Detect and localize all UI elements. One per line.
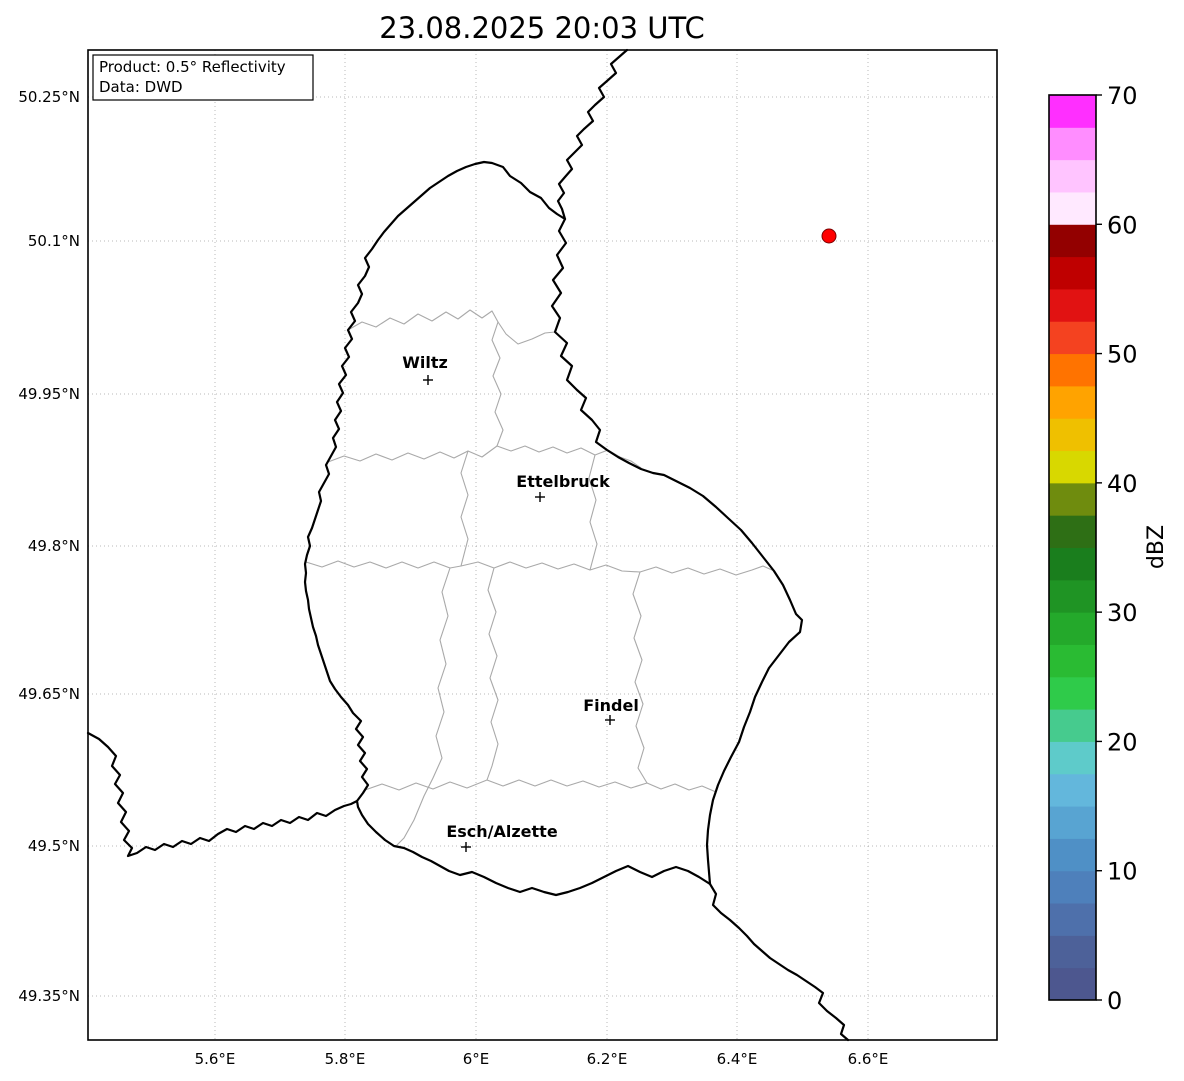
colorbar-tick-label: 20 <box>1107 728 1138 756</box>
colorbar-tick-label: 50 <box>1107 341 1138 369</box>
canton-border-line <box>364 779 717 793</box>
colorbar-segments <box>1049 95 1096 1001</box>
canton-border-line <box>396 567 451 846</box>
colorbar-segment <box>1049 579 1096 613</box>
city-label: Esch/Alzette <box>446 822 558 841</box>
info-box-background <box>92 54 314 101</box>
info-box: Product: 0.5° Reflectivity Data: DWD <box>92 54 314 101</box>
canton-border-line <box>305 560 773 576</box>
canton-border-line <box>588 454 598 571</box>
x-tick-label: 6.6°E <box>848 1050 889 1068</box>
luxembourg-border <box>303 160 804 897</box>
colorbar-segment <box>1049 515 1096 548</box>
colorbar-segment <box>1049 612 1096 645</box>
canton-border-line <box>632 571 648 784</box>
info-product-line: Product: 0.5° Reflectivity <box>99 58 286 76</box>
grid-lines-horizontal <box>88 96 997 997</box>
belgium-germany-border <box>556 48 629 221</box>
canton-border-line <box>347 309 556 345</box>
city-marker: Esch/Alzette <box>446 822 558 852</box>
colorbar-segment <box>1049 418 1096 452</box>
x-tick-label: 5.6°E <box>195 1050 236 1068</box>
city-marker: Ettelbruck <box>516 472 610 502</box>
city-markers: Wiltz Ettelbruck Findel Esch/Alzette <box>402 353 639 852</box>
city-label: Findel <box>583 696 639 715</box>
city-marker: Wiltz <box>402 353 448 385</box>
colorbar-segment <box>1049 903 1096 936</box>
y-tick-label: 50.1°N <box>28 232 80 250</box>
radar-echo-dot <box>821 228 837 244</box>
y-tick-label: 49.65°N <box>18 685 80 703</box>
colorbar-segment <box>1049 709 1096 742</box>
colorbar-unit-label: dBZ <box>1144 525 1169 569</box>
colorbar-segment <box>1049 321 1096 355</box>
colorbar-segment <box>1049 644 1096 678</box>
x-tick-label: 6°E <box>463 1050 490 1068</box>
france-germany-border <box>708 882 850 1042</box>
colorbar-tick-label: 30 <box>1107 599 1138 627</box>
city-marker: Findel <box>583 696 639 725</box>
plot-frame <box>87 49 998 1041</box>
y-axis-labels: 50.25°N 50.1°N 49.95°N 49.8°N 49.65°N 49.5°N 4… <box>18 88 80 1005</box>
canton-border-line <box>486 567 499 781</box>
colorbar-segment <box>1049 127 1096 161</box>
colorbar-segment <box>1049 547 1096 581</box>
canton-border-line <box>491 321 504 447</box>
y-tick-label: 50.25°N <box>18 88 80 106</box>
x-tick-label: 6.4°E <box>717 1050 758 1068</box>
colorbar-segment <box>1049 676 1096 710</box>
colorbar-segment <box>1049 935 1096 969</box>
colorbar-outline <box>1048 94 1097 1001</box>
colorbar-segment <box>1049 191 1096 225</box>
colorbar-tick-label: 60 <box>1107 211 1138 239</box>
colorbar-segment <box>1049 224 1096 258</box>
canton-borders <box>305 309 773 846</box>
colorbar-segment <box>1049 870 1096 904</box>
x-axis-labels: 5.6°E 5.8°E 6°E 6.2°E 6.4°E 6.6°E <box>195 1050 889 1068</box>
colorbar-tick-label: 0 <box>1107 987 1122 1015</box>
colorbar-segment <box>1049 385 1096 419</box>
page-title: 23.08.2025 20:03 UTC <box>379 11 705 45</box>
y-tick-label: 49.8°N <box>28 537 80 555</box>
colorbar-segment <box>1049 773 1096 807</box>
colorbar-tick-label: 40 <box>1107 470 1138 498</box>
canton-border-line <box>327 445 642 469</box>
info-data-line: Data: DWD <box>99 78 183 96</box>
colorbar-segment <box>1049 838 1096 872</box>
y-tick-label: 49.95°N <box>18 385 80 403</box>
colorbar-segment <box>1049 95 1096 128</box>
y-tick-label: 49.35°N <box>18 987 80 1005</box>
colorbar-segment <box>1049 806 1096 839</box>
colorbar-segment <box>1049 353 1096 387</box>
colorbar-segment <box>1049 256 1096 290</box>
radar-echo-point <box>821 228 837 244</box>
x-tick-label: 6.2°E <box>587 1050 628 1068</box>
city-label: Ettelbruck <box>516 472 610 491</box>
colorbar-segment <box>1049 450 1096 484</box>
colorbar-segment <box>1049 288 1096 322</box>
colorbar-segment <box>1049 967 1096 1001</box>
colorbar-segment <box>1049 159 1096 193</box>
x-tick-label: 5.8°E <box>325 1050 366 1068</box>
france-belgium-border <box>86 731 359 858</box>
colorbar-segment <box>1049 482 1096 516</box>
y-tick-label: 49.5°N <box>28 837 80 855</box>
canton-border-line <box>460 450 469 567</box>
colorbar: 0 10 20 30 40 50 60 70 dBZ <box>1048 82 1169 1015</box>
colorbar-ticks: 0 10 20 30 40 50 60 70 <box>1096 82 1138 1015</box>
colorbar-tick-label: 70 <box>1107 82 1138 110</box>
country-borders <box>86 48 850 1042</box>
colorbar-segment <box>1049 741 1096 775</box>
city-label: Wiltz <box>402 353 448 372</box>
colorbar-tick-label: 10 <box>1107 858 1138 886</box>
